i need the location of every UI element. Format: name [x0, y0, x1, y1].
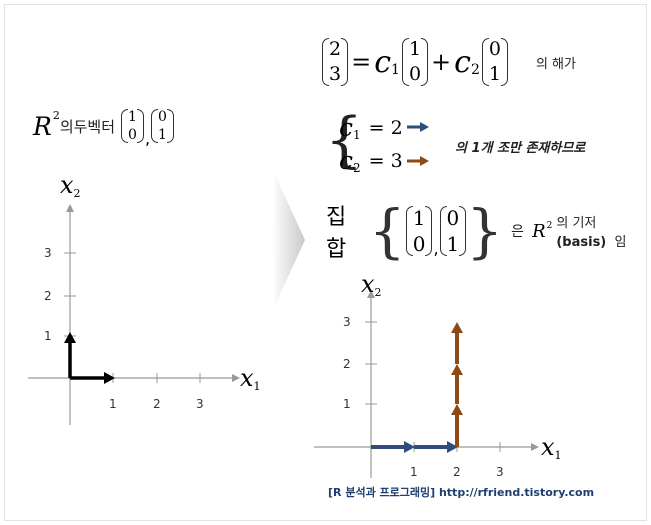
plus-sign: + [431, 48, 452, 76]
equation-suffix: 의 해가 [535, 56, 576, 72]
c1-solution: c 1 = 2 [339, 113, 403, 142]
right-y-tick-label-3: 3 [343, 315, 351, 329]
right-x-axis-label: x1 [541, 433, 562, 462]
left-title-text: 의두벡터 [59, 117, 116, 136]
left-x-tick-label-3: 3 [196, 397, 204, 411]
set-label: 집 합 [326, 205, 347, 262]
r-symbol: R [33, 111, 52, 141]
solution-system: { c 1 = 2 c 2 = 3 [325, 110, 625, 182]
conclusion-basis-word: 의 기저 [556, 216, 597, 231]
right-e1-head-2-icon [447, 441, 458, 453]
c2-symbol: c [454, 44, 471, 80]
left-x-tick-label-2: 2 [153, 397, 161, 411]
left-x-tick-label-1: 1 [109, 397, 117, 411]
slide-frame [4, 4, 647, 521]
left-plot: 1 2 3 1 2 3 x1 x2 [28, 171, 261, 425]
c1-symbol: c [374, 44, 392, 80]
footer-credit: [R 분석과 프로그래밍] http://rfriend.tistory.com [328, 486, 595, 499]
left-y-tick-label-3: 3 [44, 246, 52, 260]
left-y-tick-label-2: 2 [44, 289, 52, 303]
conclusion-r-exponent: 2 [546, 220, 553, 231]
left-comma: , [144, 129, 151, 148]
right-e2-head-1-icon [451, 404, 463, 415]
right-e2-head-2-icon [451, 364, 463, 375]
conclusion-basis-en: (basis) [556, 235, 607, 250]
left-y-axis-label: x2 [60, 171, 81, 200]
conclusion-im: 임 [614, 235, 627, 250]
right-x-tick-label-1: 1 [410, 465, 418, 479]
c1-subscript: 1 [391, 62, 400, 78]
conclusion-r-symbol: R [532, 220, 546, 242]
open-set-brace: { [368, 197, 406, 265]
left-x-axis-arrow-icon [232, 374, 240, 382]
right-x-tick-label-3: 3 [496, 465, 504, 479]
equals-sign: = [351, 48, 372, 76]
left-brace: { [325, 105, 364, 175]
left-vector-e1-head-icon [104, 372, 115, 384]
left-y-tick-label-1: 1 [44, 329, 52, 343]
right-y-axis-label: x2 [361, 270, 382, 299]
right-plot: 1 2 3 1 2 3 x1 x2 [314, 270, 562, 479]
conclusion-eun: 은 [511, 224, 525, 240]
right-y-axis-arrow-icon [367, 290, 375, 298]
set-comma: , [433, 239, 439, 258]
right-x-axis-arrow-icon [531, 443, 539, 451]
transition-chevron-icon [272, 175, 305, 305]
left-x-axis-label: x1 [240, 364, 261, 393]
r-exponent: 2 [52, 108, 60, 122]
left-y-axis-arrow-icon [66, 204, 74, 212]
conclusion-text: 의 기저 (basis) 임 [556, 212, 651, 250]
right-x-tick-label-2: 2 [453, 465, 461, 479]
right-y-tick-label-1: 1 [343, 397, 351, 411]
c2-subscript: 2 [470, 62, 480, 78]
right-e1-head-1-icon [404, 441, 415, 453]
c2-solution: c 2 = 3 [339, 146, 403, 175]
right-e2-head-3-icon [451, 322, 463, 333]
right-y-tick-label-2: 2 [343, 357, 351, 371]
left-vector-e2-head-icon [64, 332, 76, 343]
uniqueness-note: 의 1개 조만 존재하므로 [455, 141, 586, 156]
close-set-brace: } [466, 197, 504, 265]
